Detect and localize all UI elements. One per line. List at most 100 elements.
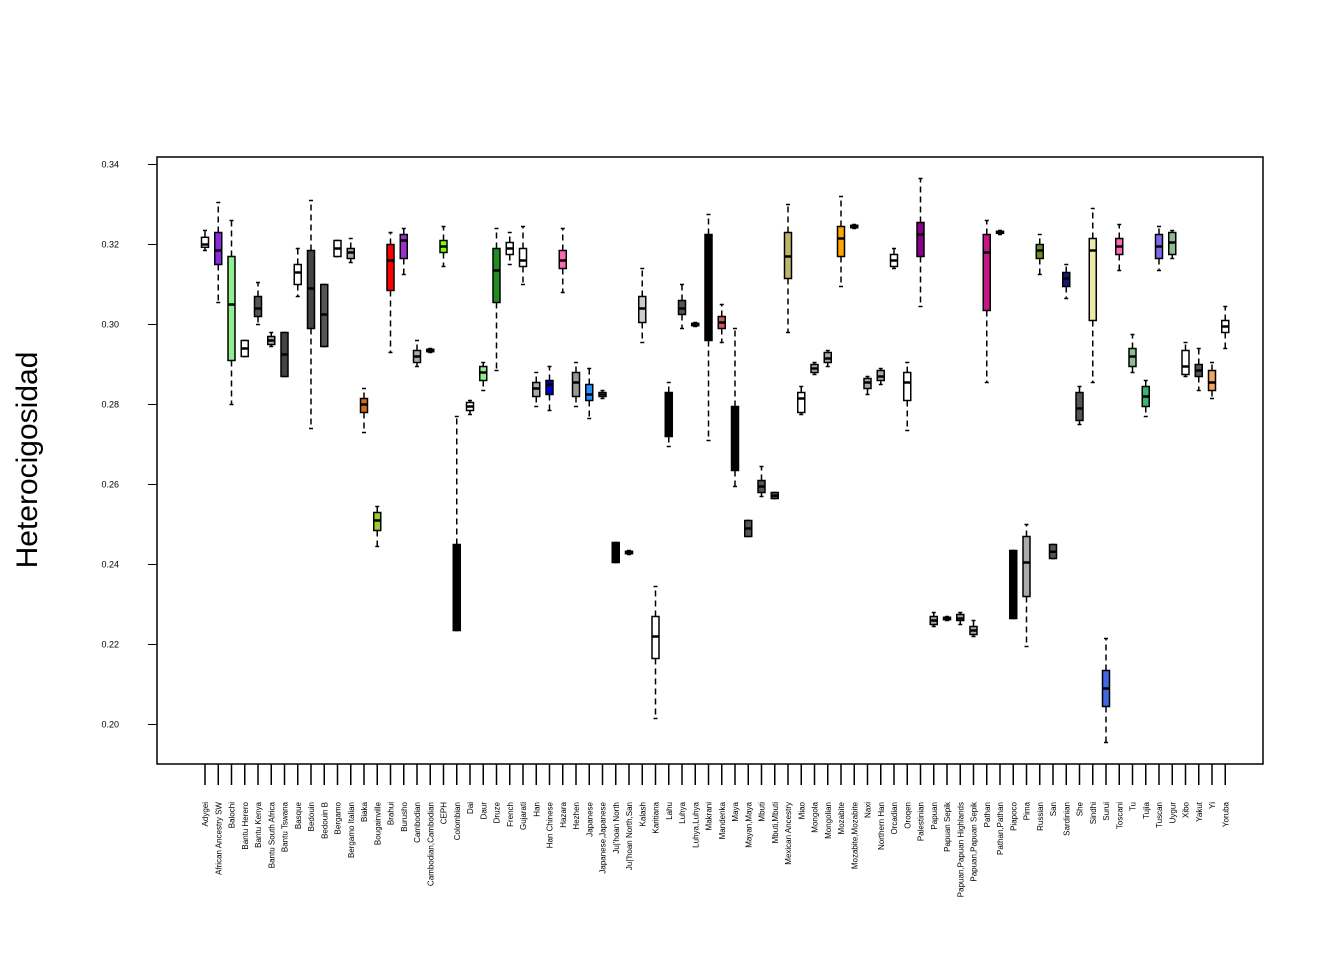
box-67 [1088, 207, 1097, 384]
box-44 [783, 203, 793, 334]
box-27 [558, 227, 567, 294]
x-tick-label: Mandenka [718, 801, 727, 839]
box-64 [1048, 543, 1058, 560]
box-29 [585, 367, 594, 420]
box-35 [664, 381, 673, 448]
x-tick-label: Russian [1036, 802, 1045, 831]
box-34 [651, 585, 660, 720]
x-tick-label: French [506, 802, 515, 827]
x-tick-label: Northern Han [877, 802, 886, 850]
x-tick-label: Yoruba [1221, 801, 1230, 827]
box-22 [492, 227, 501, 372]
x-tick-label: Lahu [665, 802, 674, 820]
box-72 [1154, 225, 1164, 272]
x-tick-label: Mozabite [837, 801, 846, 834]
x-tick-label: Balochi [228, 802, 237, 828]
x-tick-label: San [1049, 802, 1058, 816]
box-7 [293, 247, 302, 298]
box-19 [452, 415, 461, 632]
box-41 [744, 519, 753, 538]
x-tick-label: Tu [1129, 802, 1138, 811]
box-8 [306, 199, 316, 430]
x-tick-label: Bergamo [334, 801, 343, 834]
iqr-box [545, 379, 554, 396]
box-53 [903, 361, 912, 432]
iqr-box [664, 391, 673, 438]
box-69 [1115, 223, 1124, 272]
x-tick-label: Hezhen [572, 802, 581, 830]
y-tick-label: 0.30 [101, 320, 119, 330]
box-5 [267, 331, 276, 348]
x-tick-label: Pathan [983, 802, 992, 827]
box-12 [359, 387, 369, 434]
x-tick-label: Mongola [811, 801, 820, 832]
y-tick-label: 0.32 [101, 240, 119, 250]
x-tick-label: Maya [731, 801, 740, 821]
box-11 [346, 237, 355, 264]
iqr-box [571, 371, 581, 398]
x-tick-label: Oroqen [903, 802, 912, 829]
y-tick-label: 0.28 [101, 400, 119, 410]
x-tick-label: Ju|'hoan North,San [625, 802, 634, 870]
x-axis: Adygei African Ancestry SW Balochi Bantu He… [201, 764, 1230, 897]
x-tick-label: Bantu Herero [241, 801, 250, 849]
iqr-box [1181, 349, 1190, 376]
x-tick-label: Pima [1023, 801, 1032, 820]
iqr-box [1022, 535, 1031, 598]
box-70 [1128, 333, 1137, 374]
box-17 [426, 347, 435, 354]
x-tick-label: Ju|'hoan North [612, 802, 621, 854]
y-tick-label: 0.26 [101, 480, 119, 490]
x-tick-label: Daur [479, 802, 488, 820]
iqr-box [916, 221, 925, 258]
x-tick-label: Uygur [1168, 802, 1177, 824]
x-tick-label: Surui [1102, 802, 1111, 821]
x-tick-label: Basque [294, 801, 303, 829]
box-3 [240, 339, 249, 358]
box-9 [320, 283, 329, 348]
x-tick-label: Druze [493, 801, 502, 823]
iqr-box [982, 233, 991, 312]
iqr-box [585, 383, 594, 402]
iqr-box [492, 247, 501, 304]
box-59 [982, 219, 991, 384]
box-68 [1101, 637, 1111, 744]
box-series [200, 177, 1230, 744]
iqr-box [797, 391, 806, 414]
iqr-box [399, 233, 408, 260]
x-tick-label: Makrani [705, 802, 714, 831]
box-20 [465, 399, 475, 416]
x-tick-label: Piapoco [1009, 801, 1018, 830]
y-tick-label: 0.24 [101, 560, 119, 570]
box-31 [611, 541, 620, 564]
box-6 [280, 331, 289, 378]
x-tick-label: Papuan,Papuan Sepik [970, 801, 979, 882]
box-58 [969, 619, 978, 638]
x-tick-label: Yakut [1195, 801, 1204, 822]
box-18 [439, 225, 448, 268]
x-tick-label: Papuan Sepik [943, 801, 952, 852]
y-tick-label: 0.20 [101, 720, 119, 730]
box-42 [757, 465, 766, 498]
x-tick-label: Cambodian,Cambodian [426, 802, 435, 886]
x-tick-label: Naxi [864, 802, 873, 818]
y-axis: 0.20 0.22 0.24 0.26 0.28 0.30 0.32 0.34 [101, 160, 157, 730]
box-71 [1141, 379, 1150, 418]
x-tick-label: Karitiana [652, 801, 661, 833]
x-tick-label: Sardinian [1062, 802, 1071, 836]
x-tick-label: Papuan [930, 802, 939, 830]
x-tick-label: Pathan,Pathan [996, 802, 1005, 855]
box-49 [850, 223, 859, 230]
box-65 [1062, 263, 1071, 300]
box-2 [227, 219, 236, 406]
x-tick-label: Han Chinese [546, 801, 555, 848]
box-57 [956, 611, 965, 626]
box-77 [1221, 305, 1230, 350]
x-tick-label: Biaka [360, 801, 369, 822]
x-tick-label: Luhya [678, 801, 687, 823]
box-38 [704, 213, 713, 442]
box-56 [942, 615, 952, 622]
box-47 [823, 349, 832, 368]
x-tick-label: Bantu Kenya [254, 801, 263, 847]
